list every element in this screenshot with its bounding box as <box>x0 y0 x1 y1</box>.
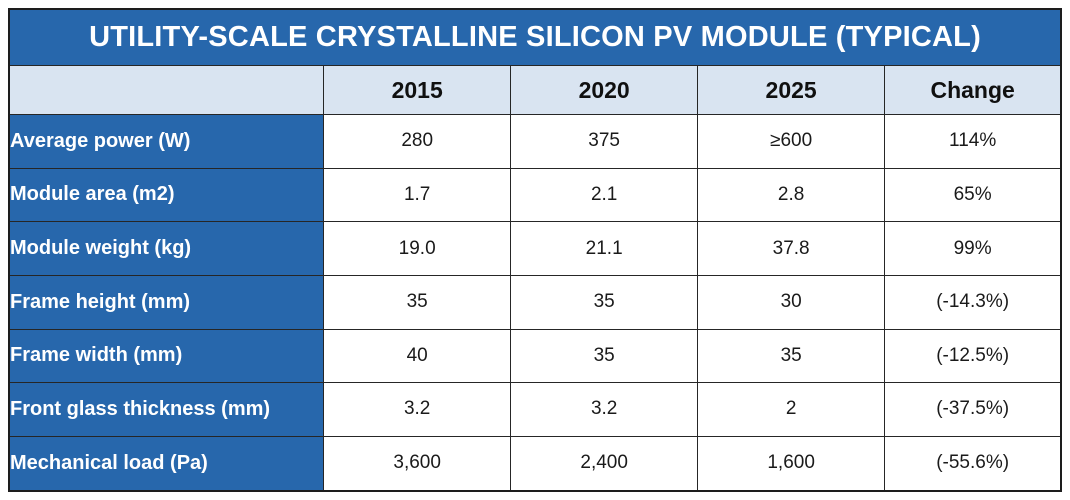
column-header-2025: 2025 <box>697 65 886 115</box>
table-row: Module weight (kg) 19.0 21.1 37.8 99% <box>8 221 1062 276</box>
value-cell: 2.8 <box>697 167 886 223</box>
value-cell: 375 <box>510 114 699 169</box>
value-cell: (-55.6%) <box>884 435 1062 492</box>
value-cell: (-14.3%) <box>884 274 1062 330</box>
column-header-change: Change <box>884 65 1062 115</box>
value-cell: 114% <box>884 114 1062 169</box>
pv-module-table: UTILITY-SCALE CRYSTALLINE SILICON PV MOD… <box>8 8 1062 492</box>
value-cell: ≥600 <box>697 114 886 169</box>
value-cell: 2 <box>697 382 886 437</box>
value-cell: (-12.5%) <box>884 328 1062 384</box>
value-cell: 3.2 <box>323 382 512 437</box>
value-cell: 35 <box>323 274 512 330</box>
value-cell: 1.7 <box>323 167 512 223</box>
column-header-2015: 2015 <box>323 65 512 115</box>
column-header-row: 2015 2020 2025 Change <box>8 65 1062 115</box>
title-row: UTILITY-SCALE CRYSTALLINE SILICON PV MOD… <box>8 8 1062 66</box>
value-cell: 40 <box>323 328 512 384</box>
value-cell: 99% <box>884 221 1062 276</box>
row-label: Front glass thickness (mm) <box>8 382 325 437</box>
column-header-2020: 2020 <box>510 65 699 115</box>
value-cell: 35 <box>510 328 699 384</box>
value-cell: 280 <box>323 114 512 169</box>
value-cell: 65% <box>884 167 1062 223</box>
corner-header-cell <box>8 65 325 115</box>
value-cell: 21.1 <box>510 221 699 276</box>
table-title: UTILITY-SCALE CRYSTALLINE SILICON PV MOD… <box>8 8 1062 66</box>
row-label: Mechanical load (Pa) <box>8 435 325 492</box>
value-cell: 35 <box>510 274 699 330</box>
value-cell: (-37.5%) <box>884 382 1062 437</box>
value-cell: 30 <box>697 274 886 330</box>
table-body: Average power (W) 280 375 ≥600 114% Module ar… <box>8 114 1062 492</box>
table-row: Mechanical load (Pa) 3,600 2,400 1,600 (-55.… <box>8 435 1062 492</box>
table-row: Module area (m2) 1.7 2.1 2.8 65% <box>8 167 1062 223</box>
row-label: Module weight (kg) <box>8 221 325 276</box>
row-label: Average power (W) <box>8 114 325 169</box>
value-cell: 35 <box>697 328 886 384</box>
row-label: Frame height (mm) <box>8 274 325 330</box>
table-row: Frame width (mm) 40 35 35 (-12.5%) <box>8 328 1062 384</box>
value-cell: 3.2 <box>510 382 699 437</box>
value-cell: 37.8 <box>697 221 886 276</box>
value-cell: 19.0 <box>323 221 512 276</box>
table-row: Average power (W) 280 375 ≥600 114% <box>8 114 1062 169</box>
value-cell: 2.1 <box>510 167 699 223</box>
value-cell: 2,400 <box>510 435 699 492</box>
table-row: Frame height (mm) 35 35 30 (-14.3%) <box>8 274 1062 330</box>
row-label: Frame width (mm) <box>8 328 325 384</box>
value-cell: 3,600 <box>323 435 512 492</box>
row-label: Module area (m2) <box>8 167 325 223</box>
table-row: Front glass thickness (mm) 3.2 3.2 2 (-37.5%… <box>8 382 1062 437</box>
value-cell: 1,600 <box>697 435 886 492</box>
